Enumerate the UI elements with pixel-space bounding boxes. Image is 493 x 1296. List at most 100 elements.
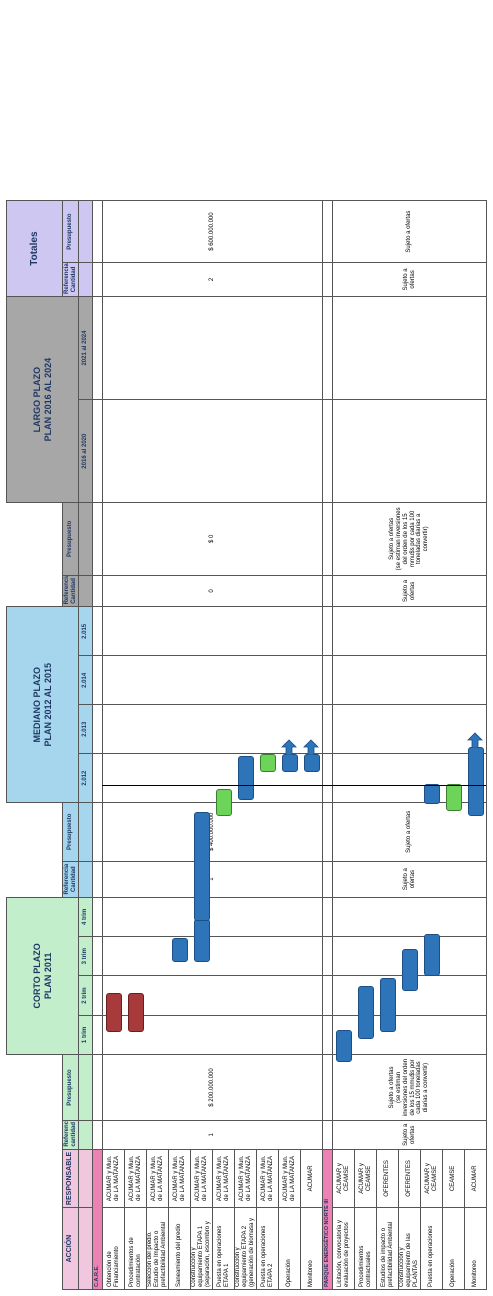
- parque-totales-ref: Sujeto a ofertas: [332, 262, 487, 297]
- gantt-bar-blue: [336, 1030, 352, 1062]
- largo-sub: PLAN 2016 AL 2024: [42, 357, 53, 442]
- corto-plazo-header: CORTO PLAZO PLAN 2011: [6, 897, 79, 1055]
- gantt-bar-green: [216, 788, 232, 816]
- corto-title: CORTO PLAZO: [32, 943, 43, 1009]
- responsable-cell: ACUMAR y CEAMSE: [354, 1149, 377, 1208]
- corto-pres-spacer: [78, 1054, 93, 1121]
- accion-cell: Construcción y equipamiento ETAPA 1 (sep…: [190, 1207, 213, 1290]
- responsable-cell: ACUMAR y Mun. de LA MATANZA: [102, 1149, 125, 1208]
- reference-line: [102, 785, 486, 786]
- mediano-ref-header: Referencia Cantidad: [62, 861, 79, 898]
- accion-cell: Monitoreo: [464, 1207, 487, 1290]
- gantt-bar-blue: [424, 933, 440, 977]
- mediano-title: MEDIANO PLAZO: [32, 667, 43, 743]
- gantt-bar-blue: [380, 978, 396, 1032]
- accion-header: ACCIÓN: [62, 1207, 79, 1290]
- responsable-cell: OFERENTES: [376, 1149, 399, 1208]
- responsable-cell: ACUMAR y Mun. de LA MATANZA: [124, 1149, 147, 1208]
- gantt-bar-red: [106, 993, 122, 1032]
- mediano-col-3: 2.014: [78, 655, 93, 705]
- mediano-col-2: 2.013: [78, 704, 93, 754]
- largo-plazo-header: LARGO PLAZO PLAN 2016 AL 2024: [6, 296, 79, 503]
- care-totales-ref: 2: [102, 262, 323, 297]
- accion-cell: Procedimientos contractuales: [354, 1207, 377, 1290]
- responsable-cell: ACUMAR y Mun. de LA MATANZA: [212, 1149, 235, 1208]
- section-care: C.A.R.E.: [92, 1149, 103, 1290]
- parque-corto-pres-estimate: (se estiman inversiones del orden de los…: [395, 1058, 430, 1117]
- responsable-cell: ACUMAR y CEAMSE: [332, 1149, 355, 1208]
- corto-ref-spacer: [78, 1120, 93, 1150]
- parque-corto-ref: Sujeto a ofertas: [332, 1120, 487, 1150]
- largo-col-2: 2021 al 2024: [78, 296, 93, 400]
- corto-col-3: 3 trim: [78, 936, 93, 976]
- accion-cell: Operación: [278, 1207, 301, 1290]
- gantt-bar-blue: [282, 754, 298, 773]
- responsable-cell: ACUMAR y Mun. de LA MATANZA: [234, 1149, 257, 1208]
- corto-sub: PLAN 2011: [42, 952, 53, 1000]
- arrow-right-icon: [303, 739, 319, 756]
- section-parque: PARQUE ENERGÉTICO NORTE III: [322, 1149, 333, 1290]
- gantt-bar-green: [446, 784, 462, 812]
- gantt-bar-blue: [304, 754, 320, 773]
- responsable-cell: ACUMAR: [300, 1149, 323, 1208]
- gantt-bar-blue: [468, 747, 484, 816]
- responsable-spacer: [78, 1149, 93, 1208]
- responsable-cell: ACUMAR y Mun. de LA MATANZA: [278, 1149, 301, 1208]
- care-mediano-ref: 1: [102, 861, 323, 898]
- accion-cell: Puesta en operaciones ETAPA 1: [212, 1207, 235, 1290]
- care-corto-pres: $ 200.000.000: [102, 1054, 323, 1121]
- corto-col-1: 1 trim: [78, 1015, 93, 1055]
- corto-col-4: 4 trim: [78, 897, 93, 937]
- parque-corto-pres-sujeto: Sujeto a ofertas: [388, 1066, 395, 1109]
- largo-title: LARGO PLAZO: [32, 366, 43, 433]
- parque-largo-pres-estimate: (se estiman inversiones del orden de los…: [395, 507, 430, 571]
- schedule-table: CORTO PLAZO PLAN 2011 MEDIANO PLAZO PLAN…: [6, 6, 487, 1290]
- gantt-bar-red: [128, 993, 144, 1032]
- mediano-plazo-header: MEDIANO PLAZO PLAN 2012 AL 2015: [6, 606, 79, 803]
- gantt-bar-blue: [424, 784, 440, 805]
- mediano-col-4: 2.015: [78, 606, 93, 656]
- largo-col-1: 2016 al 2020: [78, 399, 93, 503]
- gantt-bar-blue: [194, 811, 210, 921]
- accion-cell: Obtención de Financiamiento: [102, 1207, 125, 1290]
- parque-largo-ref: Sujeto a ofertas: [332, 575, 487, 607]
- mediano-spacer-1: [78, 802, 93, 862]
- responsable-cell: ACUMAR y CEAMSE: [420, 1149, 443, 1208]
- accion-cell: Licitación, convocatoria y evaluación de…: [332, 1207, 355, 1290]
- parque-corto-pres: Sujeto a ofertas (se estiman inversiones …: [332, 1054, 487, 1121]
- totales-spacer-1: [78, 262, 93, 297]
- mediano-presupuesto-header: Presupuesto: [62, 802, 79, 862]
- totales-spacer-2: [78, 200, 93, 263]
- parque-totales-pres: Sujeto a ofertas: [332, 200, 487, 263]
- parque-largo-pres: Sujeto a ofertas (se estiman inversiones …: [332, 502, 487, 576]
- totales-presupuesto-header: Presupuesto: [62, 200, 79, 263]
- accion-cell: Procedimientos de contratación: [124, 1207, 147, 1290]
- accion-cell: Operación: [442, 1207, 465, 1290]
- accion-cell: Puesta en operaciones: [420, 1207, 443, 1290]
- parque-largo-pres-sujeto: Sujeto a ofertas: [388, 517, 395, 560]
- parque-mediano-ref: Sujeto a ofertas: [332, 861, 487, 898]
- responsable-cell: OFERENTES: [398, 1149, 421, 1208]
- responsable-cell: ACUMAR y Mun. de LA MATANZA: [190, 1149, 213, 1208]
- gantt-bar-blue: [402, 948, 418, 992]
- gantt-bar-blue: [238, 756, 254, 800]
- responsable-cell: ACUMAR: [464, 1149, 487, 1208]
- largo-spacer-0: [78, 575, 93, 607]
- care-corto-ref: 1: [102, 1120, 323, 1150]
- table-row: Licitación, convocatoria y evaluación de…: [332, 6, 487, 1290]
- totales-ref-header: Referencia Cantidad: [62, 262, 79, 297]
- mediano-sub: PLAN 2012 AL 2015: [42, 662, 53, 747]
- care-largo-ref: 0: [102, 575, 323, 607]
- parque-mediano-pres: Sujeto a ofertas: [332, 802, 487, 862]
- accion-cell: Construcción y equipamiento de las PLANT…: [398, 1207, 421, 1290]
- accion-cell: Saneamiento del predio: [168, 1207, 191, 1290]
- corto-col-2: 2 trim: [78, 975, 93, 1016]
- care-mediano-pres: $ 400.000.000: [102, 802, 323, 862]
- corto-presupuesto-header: Presupuesto: [62, 1054, 79, 1121]
- accion-cell: Selección del predio. Estudio de Impacto…: [146, 1207, 169, 1290]
- accion-cell: Monitoreo: [300, 1207, 323, 1290]
- care-totales-pres: $ 600.000.000: [102, 200, 323, 263]
- responsable-cell: ACUMAR y Mun. de LA MATANZA: [168, 1149, 191, 1208]
- responsable-cell: ACUMAR y Mun. de LA MATANZA: [146, 1149, 169, 1208]
